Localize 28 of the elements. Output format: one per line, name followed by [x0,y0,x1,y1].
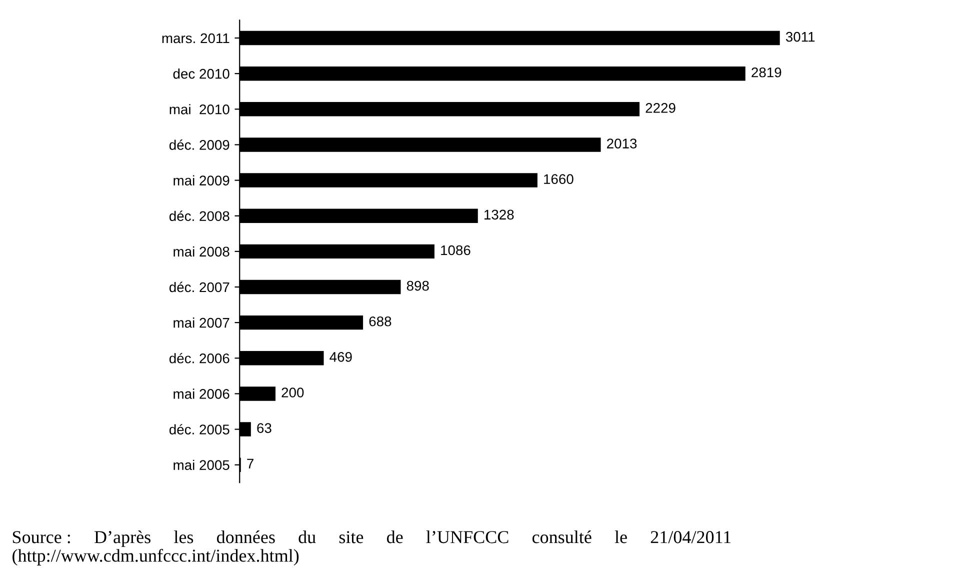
source-note: Source : D’après les données du site de l’UNFCCC consulté le 21/04/2011 [12,530,731,547]
data-label: 63 [257,423,272,434]
y-tick-label: déc. 2005 [169,424,230,434]
data-label: 1328 [484,210,514,220]
data-label: 1660 [544,174,574,184]
data-label: 7 [247,458,254,468]
y-tick-label: déc. 2007 [169,282,230,292]
y-tick-label: mai 2005 [174,460,230,470]
y-tick-label: mai 2009 [174,175,230,186]
data-label: 2013 [607,138,637,148]
text: (http://www.cdm.unfccc.int/index.html) [12,548,299,566]
data-label: 1086 [441,245,470,256]
y-tick-label: dec 2010 [173,68,230,79]
data-label: 469 [330,352,352,362]
y-tick-label: déc. 2006 [169,352,230,364]
data-label: 3011 [786,32,815,42]
y-tick-label: mai 2008 [174,246,230,257]
y-tick-label: déc. 2008 [169,210,230,222]
y-tick-label: mai 2010 [170,104,230,114]
data-label: 2229 [646,103,676,113]
y-tick-label: déc. 2009 [169,140,230,150]
y-tick-label: mai 2006 [174,388,230,399]
y-tick-label: mai 2007 [174,318,230,328]
data-label: 688 [369,316,392,326]
data-label: 200 [282,388,304,398]
y-tick-label: mars. 2011 [162,33,230,44]
data-label: 898 [406,280,429,291]
data-label: 2819 [752,67,782,78]
